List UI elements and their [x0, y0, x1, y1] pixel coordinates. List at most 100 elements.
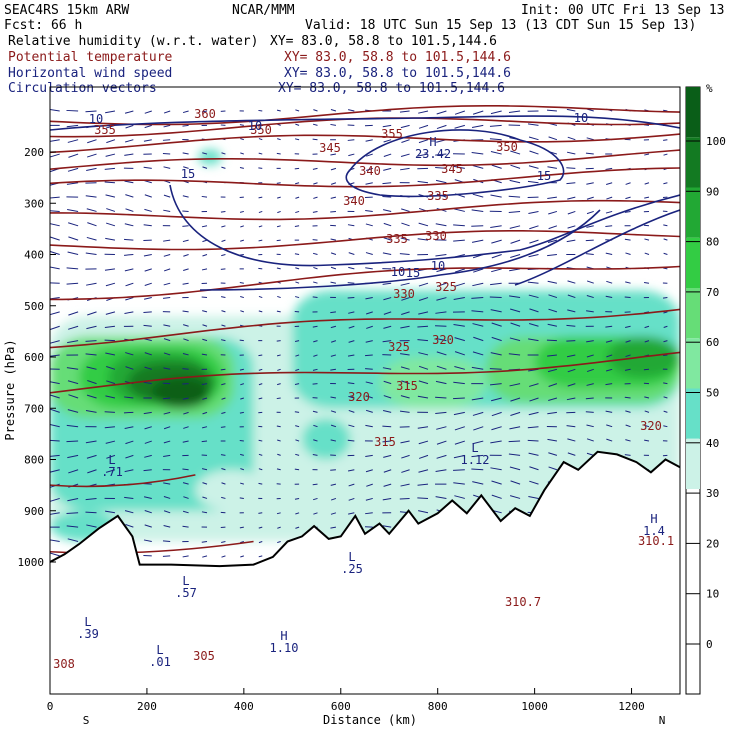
- wind-vector-654: [201, 383, 208, 386]
- wind-vector-691: [258, 397, 263, 400]
- wind-vector-803: [436, 440, 447, 445]
- wind-vector-541: [625, 325, 631, 328]
- wind-vector-673: [548, 383, 558, 387]
- wind-vector-139: [104, 167, 115, 170]
- wind-vector-378: [124, 268, 134, 272]
- rh-shading: [50, 149, 680, 542]
- wind-vector-5: [144, 110, 152, 114]
- wind-vector-199: [586, 182, 594, 185]
- theta-label-19: 320: [640, 419, 662, 433]
- wind-vector-640: [567, 368, 576, 373]
- wind-vector-1061: [182, 555, 189, 558]
- colorbar-tick-label-6: 40: [706, 437, 719, 450]
- y-tick-label-4: 600: [24, 351, 44, 364]
- wind-vector-504: [567, 309, 576, 313]
- wind-vector-777: [586, 424, 594, 428]
- wind-vector-923: [143, 496, 152, 499]
- wind-vector-606: [566, 354, 576, 358]
- wind-vector-320: [312, 239, 318, 241]
- wind-vector-13: [295, 109, 300, 112]
- wind-vector-25: [508, 110, 521, 114]
- wind-vector-282: [240, 225, 245, 228]
- wind-vector-711: [624, 396, 631, 399]
- wind-vector-816: [50, 454, 60, 457]
- wind-vector-599: [436, 351, 447, 356]
- wind-vector-600: [454, 351, 465, 356]
- rh-shade-upper: [197, 149, 222, 166]
- wind-vector-546: [85, 340, 97, 342]
- colorbar-swatch-60: [686, 288, 700, 339]
- wind-vector-593: [330, 354, 337, 357]
- wind-vector-801: [400, 440, 410, 444]
- wind-vector-701: [435, 396, 447, 399]
- wind-vector-211: [182, 195, 189, 198]
- wind-vector-752: [124, 426, 134, 430]
- wind-vector-785: [105, 440, 116, 444]
- wind-vector-526: [348, 325, 355, 329]
- wind-vector-334: [566, 239, 576, 243]
- wind-vector-332: [529, 239, 539, 244]
- wind-vector-395: [436, 268, 447, 273]
- wind-vector-370: [605, 252, 613, 255]
- wind-vector-436: [567, 280, 576, 284]
- wind-vector-585: [182, 353, 189, 356]
- wind-vector-70: [87, 139, 97, 144]
- x-tick-label-2: 400: [234, 700, 254, 713]
- wind-vector-839: [471, 454, 484, 458]
- wind-vector-560: [348, 340, 355, 343]
- wind-vector-1064: [240, 555, 245, 558]
- wind-vector-553: [220, 339, 226, 342]
- wind-vector-145: [221, 166, 226, 169]
- wind-vector-217: [295, 196, 300, 199]
- wind-vector-633: [436, 365, 447, 370]
- wind-vector-111: [221, 152, 226, 155]
- wind-vector-509: [663, 311, 668, 314]
- wind-vector-329: [471, 239, 484, 243]
- wind-vector-731: [365, 409, 373, 413]
- wind-vector-454: [277, 295, 281, 299]
- wind-vector-356: [348, 252, 355, 255]
- wind-vector-250: [277, 210, 281, 214]
- wind-vector-632: [418, 365, 429, 370]
- wind-vector-143: [183, 166, 189, 169]
- wind-vector-35: [66, 124, 79, 128]
- wind-vector-834: [383, 454, 392, 458]
- wind-vector-415: [182, 282, 189, 285]
- wind-vector-561: [365, 340, 373, 343]
- wind-vector-333: [547, 239, 558, 243]
- wind-vector-902: [383, 483, 392, 487]
- wind-vector-996: [239, 526, 244, 529]
- wind-vector-328: [453, 239, 465, 242]
- wind-vector-796: [313, 439, 318, 442]
- wind-vector-721: [183, 411, 189, 415]
- rh-shade-11: [379, 357, 487, 409]
- wind-vector-702: [453, 397, 465, 400]
- wind-vector-870: [418, 469, 429, 473]
- wind-vector-114: [276, 152, 281, 155]
- wind-vector-73: [143, 139, 152, 142]
- x-tick-label-5: 1000: [521, 700, 548, 713]
- wind-vector-668: [453, 381, 465, 385]
- wind-vector-788: [163, 440, 171, 444]
- wind-vector-331: [510, 239, 521, 244]
- wind-vector-955: [105, 510, 116, 514]
- wind-vector-776: [566, 425, 576, 428]
- wind-vector-130: [566, 151, 576, 155]
- wind-vector-134: [644, 153, 650, 156]
- wind-vector-127: [510, 150, 521, 155]
- wind-vector-338: [644, 238, 650, 241]
- wind-vector-22: [454, 110, 465, 115]
- wind-label-0: 10: [89, 112, 103, 126]
- wind-vector-703: [471, 397, 484, 401]
- wind-vector-534: [491, 322, 502, 327]
- wind-vector-196: [527, 180, 539, 184]
- wind-vector-688: [202, 397, 208, 400]
- wind-vector-607: [586, 354, 594, 358]
- wind-vector-470: [567, 294, 576, 299]
- wind-vector-545: [67, 340, 79, 344]
- wind-vector-1029: [221, 541, 226, 543]
- wind-vector-798: [347, 439, 355, 442]
- wind-vector-427: [400, 282, 410, 286]
- extremum-type-7: H: [280, 629, 287, 643]
- wind-vector-898: [312, 483, 318, 486]
